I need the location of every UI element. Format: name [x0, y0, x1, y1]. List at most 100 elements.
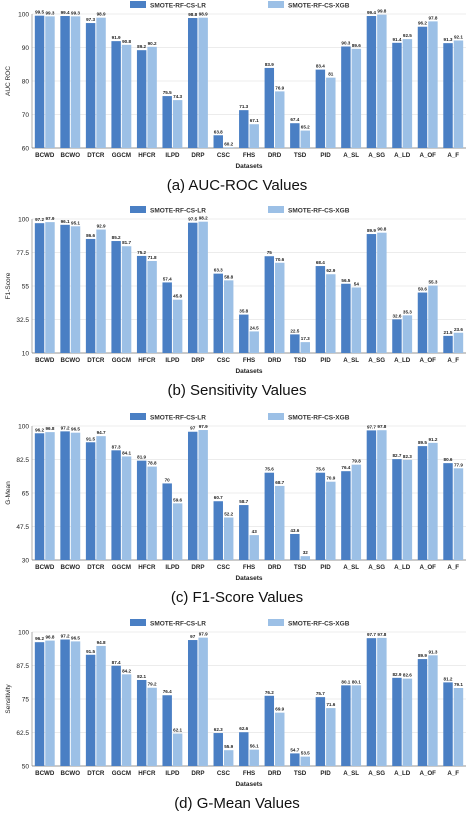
- bar-csc-series-1: [213, 273, 223, 353]
- data-label: 69.9: [275, 707, 284, 712]
- bar-fhs-series-1: [239, 314, 249, 353]
- bar-dtcr-series-1: [85, 654, 96, 766]
- data-label: 84.2: [122, 668, 131, 673]
- data-label: 32.6: [392, 313, 401, 318]
- bar-tsd-series-1: [290, 533, 300, 560]
- bar-hfcr-series-2: [147, 46, 157, 148]
- panel-caption: (d) G-Mean Values: [174, 795, 300, 812]
- data-label: 97.3: [86, 17, 95, 22]
- bar-ilpd-series-1: [162, 483, 172, 560]
- data-label: 57.4: [163, 276, 172, 281]
- data-label: 54: [354, 281, 360, 286]
- bar-a_ld-series-1: [392, 459, 402, 560]
- bar-drd-series-1: [264, 256, 275, 353]
- bar-a_sl-series-2: [351, 287, 362, 353]
- x-tick-label: PID: [320, 564, 331, 571]
- data-label: 97: [190, 634, 196, 639]
- bar-a_of-series-1: [417, 446, 428, 560]
- bar-dtcr-series-2: [96, 17, 106, 149]
- data-label: 91.3: [444, 37, 453, 42]
- x-tick-label: A_F: [447, 770, 459, 777]
- bar-a_ld-series-1: [392, 319, 402, 353]
- data-label: 82.7: [392, 453, 401, 458]
- data-label: 70.6: [275, 257, 284, 262]
- x-axis-label: Datasets: [235, 575, 262, 582]
- bar-drp-series-2: [198, 17, 208, 149]
- data-label: 62.1: [173, 728, 182, 733]
- data-label: 90.8: [377, 227, 386, 232]
- x-tick-label: GGCM: [112, 770, 131, 777]
- x-tick-label: A_SG: [368, 564, 385, 571]
- x-tick-label: A_F: [447, 152, 459, 159]
- data-label: 79.2: [148, 682, 157, 687]
- legend-label-2: SMOTE-RF-CS-XGB: [288, 415, 350, 422]
- data-label: 87.4: [112, 660, 121, 665]
- bar-a_of-series-2: [428, 21, 438, 148]
- data-label: 89.5: [418, 440, 427, 445]
- data-label: 63.8: [214, 129, 223, 134]
- legend-swatch-1: [130, 413, 146, 420]
- bar-fhs-series-2: [249, 535, 259, 560]
- bar-pid-series-2: [326, 77, 336, 148]
- data-label: 17.3: [301, 336, 310, 341]
- y-axis-label: F1-Score: [5, 272, 12, 299]
- legend-label-1: SMOTE-RF-CS-LR: [150, 621, 206, 628]
- data-label: 35.3: [403, 309, 412, 314]
- data-label: 87.3: [112, 444, 121, 449]
- chart-panel-4: SMOTE-RF-CS-LR SMOTE-RF-CS-XGB 50 62.5 75 87.…: [5, 619, 466, 812]
- y-tick-label: 100: [18, 216, 29, 223]
- bar-a_ld-series-1: [392, 677, 402, 766]
- bar-ggcm-series-1: [111, 450, 121, 560]
- bar-bcwd-series-2: [45, 222, 55, 353]
- bar-a_sl-series-2: [351, 685, 362, 766]
- bar-a_f-series-1: [443, 682, 453, 766]
- data-label: 67.1: [250, 118, 259, 123]
- data-label: 75.6: [265, 467, 274, 472]
- data-label: 71.6: [326, 702, 335, 707]
- bar-ilpd-series-2: [172, 733, 183, 766]
- data-label: 99.4: [61, 10, 70, 15]
- data-label: 76.9: [275, 85, 284, 90]
- bars: 97.2 97.9 BCWD 96.1 95.1 BCWO 86.692.9 DTCR 85.2…: [34, 216, 463, 364]
- bar-pid-series-2: [326, 274, 336, 353]
- y-tick-label: 100: [18, 423, 29, 430]
- x-tick-label: DTCR: [87, 152, 105, 159]
- bar-drd-series-2: [275, 91, 285, 148]
- x-tick-label: TSD: [294, 564, 307, 571]
- bar-fhs-series-2: [249, 124, 259, 148]
- data-label: 80.1: [341, 679, 350, 684]
- data-label: 75.7: [316, 691, 325, 696]
- x-tick-label: HFCR: [138, 152, 156, 159]
- data-label: 81: [328, 72, 334, 77]
- bar-a_f-series-2: [453, 40, 464, 149]
- data-label: 98.9: [199, 12, 208, 17]
- data-label: 63.3: [214, 268, 223, 273]
- bar-pid-series-2: [326, 708, 336, 766]
- y-tick-label: 62.5: [16, 730, 29, 737]
- data-label: 68.4: [316, 260, 325, 265]
- bar-a_ld-series-2: [402, 39, 413, 148]
- data-label: 97.8: [377, 424, 386, 429]
- legend: SMOTE-RF-CS-LR SMOTE-RF-CS-XGB: [130, 206, 350, 215]
- data-label: 96.5: [71, 427, 80, 432]
- bar-a_f-series-1: [443, 43, 453, 148]
- data-label: 91.5: [86, 649, 95, 654]
- x-tick-label: FHS: [243, 152, 255, 159]
- bar-drd-series-1: [264, 695, 275, 766]
- bar-dtcr-series-1: [85, 238, 96, 353]
- bar-tsd-series-1: [290, 753, 300, 766]
- y-tick-label: 80: [22, 78, 30, 85]
- bar-a_sg-series-2: [377, 430, 387, 560]
- x-tick-label: BCWO: [60, 564, 80, 571]
- bar-drp-series-1: [187, 222, 198, 353]
- bar-drd-series-1: [264, 67, 275, 148]
- bar-ggcm-series-2: [121, 44, 132, 148]
- data-label: 35.8: [239, 309, 248, 314]
- bar-hfcr-series-1: [136, 50, 147, 148]
- bar-bcwo-series-1: [60, 639, 70, 766]
- bar-ggcm-series-2: [121, 456, 132, 560]
- x-tick-label: DRD: [268, 357, 282, 364]
- y-tick-label: 70: [22, 112, 30, 119]
- data-label: 98.2: [199, 216, 208, 221]
